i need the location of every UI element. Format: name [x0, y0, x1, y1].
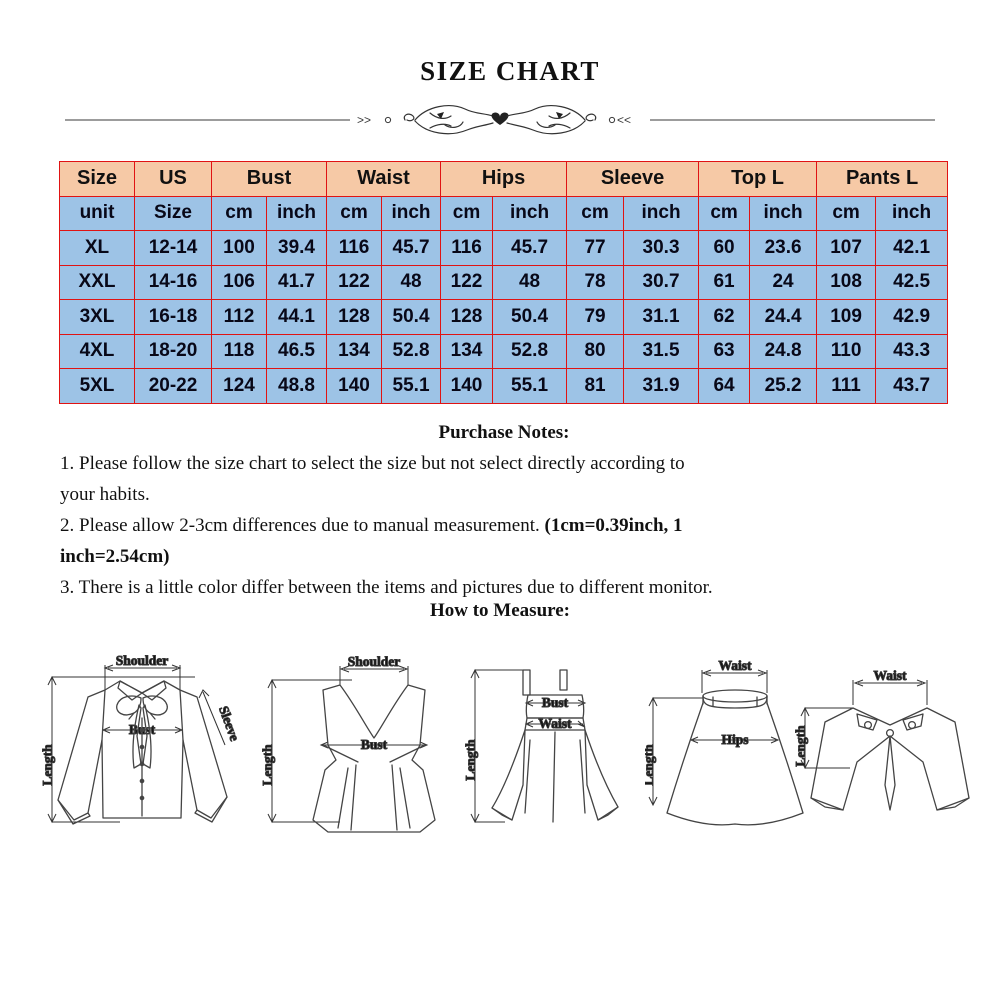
svg-text:Length: Length [465, 739, 478, 781]
svg-text:Bust: Bust [361, 737, 388, 752]
svg-text:Sleeve: Sleeve [216, 704, 242, 743]
svg-text:Length: Length [260, 744, 275, 786]
svg-text:Length: Length [40, 744, 55, 786]
svg-text:Length: Length [645, 744, 656, 786]
svg-text:Bust: Bust [542, 695, 569, 710]
svg-text:Shoulder: Shoulder [116, 653, 169, 668]
svg-text:>>: >> [357, 113, 371, 127]
svg-text:<<: << [617, 113, 631, 127]
svg-text:Shoulder: Shoulder [348, 654, 401, 669]
svg-text:Waist: Waist [718, 658, 752, 673]
svg-text:Length: Length [795, 725, 808, 767]
svg-text:Waist: Waist [873, 668, 907, 683]
svg-text:Hips: Hips [721, 732, 748, 747]
